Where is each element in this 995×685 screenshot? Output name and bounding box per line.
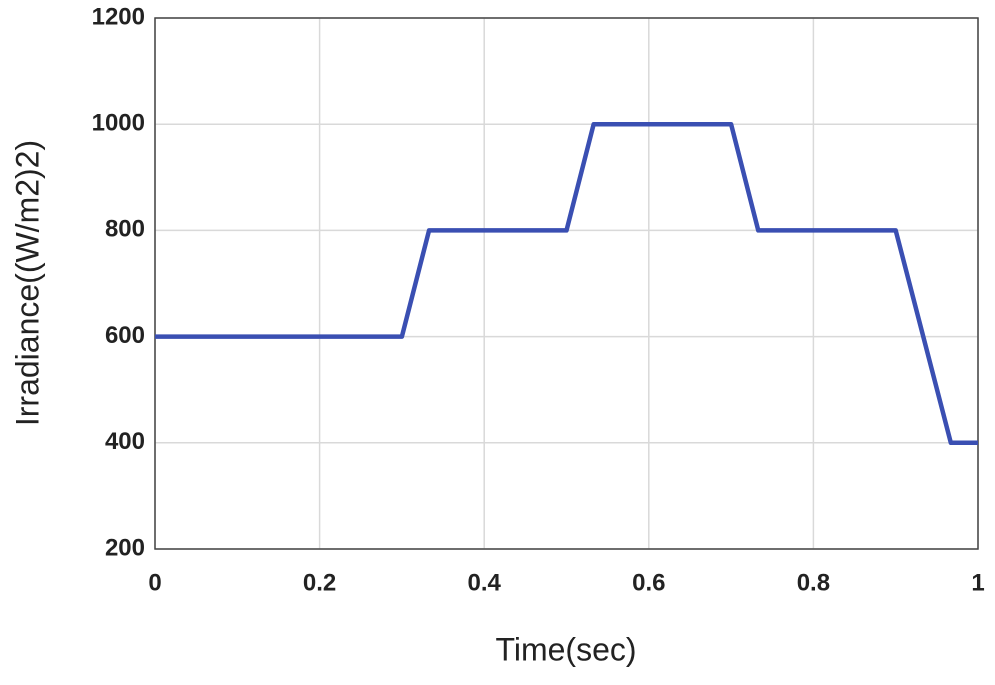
plot-frame	[154, 17, 979, 550]
y-tick-label: 200	[105, 534, 145, 561]
x-tick-label: 0	[148, 569, 161, 596]
x-tick-label: 0.6	[632, 569, 665, 596]
x-tick-label: 1	[971, 569, 984, 596]
data-line	[155, 121, 978, 446]
y-tick-label: 800	[105, 216, 145, 243]
y-axis-label: Irradiance((W/m2)2)	[9, 140, 45, 426]
x-axis-label: Time(sec)	[495, 631, 636, 667]
x-tick-label: 0.4	[468, 569, 502, 596]
x-tick-label: 0.8	[797, 569, 830, 596]
y-tick-label: 600	[105, 322, 145, 349]
y-tick-label: 400	[105, 428, 145, 455]
y-tick-label: 1000	[92, 110, 145, 137]
y-tick-label: 1200	[92, 3, 145, 30]
x-tick-label: 0.2	[303, 569, 336, 596]
